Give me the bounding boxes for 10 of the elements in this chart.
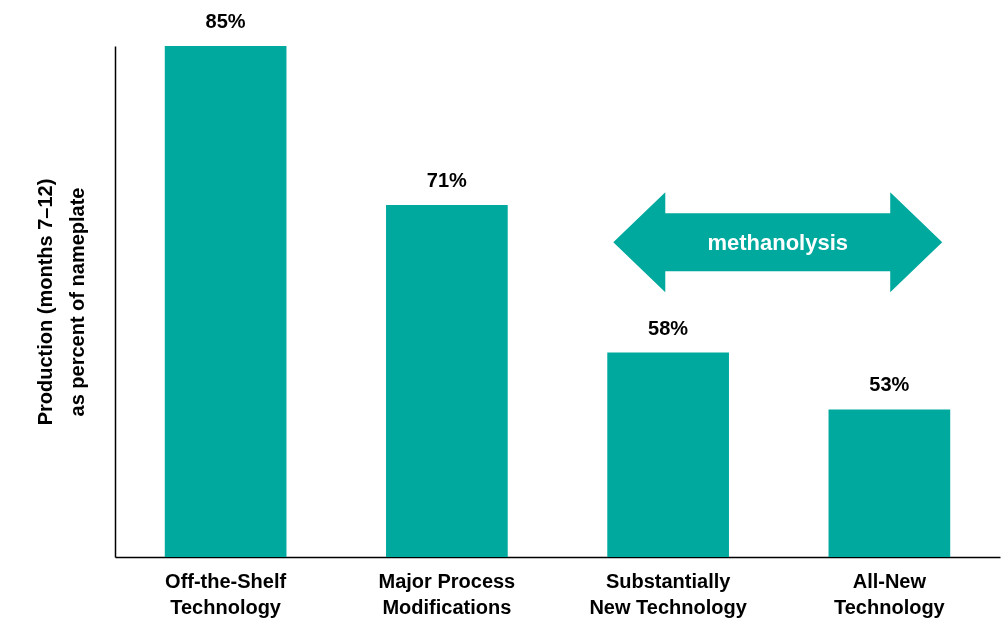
x-tick-label: Major Process Modifications (378, 569, 516, 618)
data-label: 53% (869, 373, 910, 396)
data-label: 85% (205, 10, 246, 32)
x-tick-label: All-New Technology (834, 569, 946, 618)
data-label: 58% (648, 316, 689, 339)
x-tick-label: Off-the-Shelf Technology (165, 569, 287, 618)
annotation: methanolysis (707, 230, 849, 256)
data-label: 71% (426, 168, 468, 191)
x-tick-label: Substantially New Technology (589, 569, 748, 618)
y-axis-title: Production (months 7–12) as percent of nameplate (33, 178, 88, 426)
